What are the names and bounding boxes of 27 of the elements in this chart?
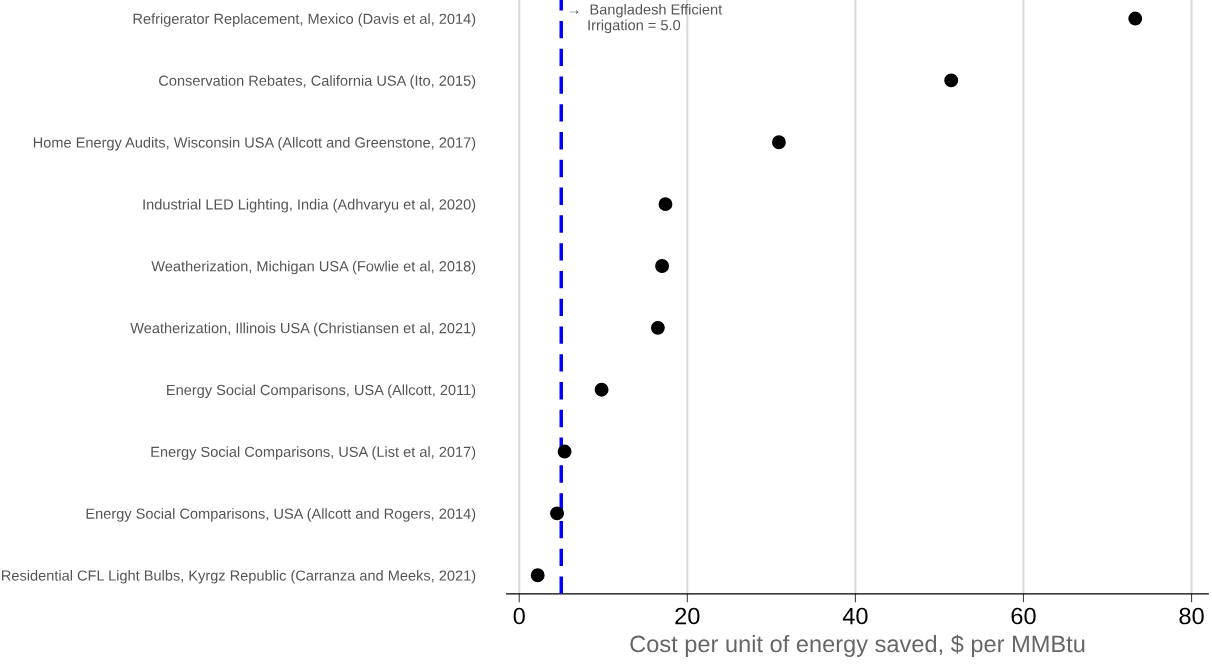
y-tick-label: Energy Social Comparisons, USA (List et al, 2017) <box>151 446 476 460</box>
y-tick-label: Energy Social Comparisons, USA (Allcott, 2011) <box>167 384 476 399</box>
point <box>594 382 609 397</box>
y-tick-label: Weatherization, Illinois USA (Christiansen et al, 2021) <box>130 322 476 337</box>
y-tick-label: Conservation Rebates, California USA (Ito, 2015) <box>159 75 476 89</box>
point <box>1128 11 1143 26</box>
x-axis-title: Cost per unit of energy saved, $ per MMBtu <box>630 634 1085 657</box>
point <box>557 444 572 459</box>
y-tick-label: Refrigerator Replacement, Mexico (Davis et al, 2014) <box>133 13 476 27</box>
point <box>771 135 786 150</box>
x-tick-label: 80 <box>1179 607 1204 625</box>
y-tick-label: Weatherization, Michigan USA (Fowlie et al, 2018) <box>151 260 476 275</box>
point <box>944 73 959 88</box>
y-tick-label: Energy Social Comparisons, USA (Allcott and Rogers, 2014) <box>86 508 476 522</box>
point <box>655 259 670 273</box>
ref-line-label: → Bangladesh Efficient Irrigation = 5.0 <box>569 3 723 34</box>
y-tick-label: Home Energy Audits, Wisconsin USA (Allcott and Greenstone, 2017) <box>33 136 476 151</box>
point <box>658 197 673 212</box>
x-tick-label: 20 <box>675 607 700 625</box>
point <box>530 568 545 583</box>
y-tick-label: Industrial LED Lighting, India (Adhvaryu et al, 2020) <box>143 198 476 213</box>
y-tick-label: Residential CFL Light Bulbs, Kyrgz Republic (Carranza and Meeks, 2021) <box>2 569 476 584</box>
point <box>550 506 564 521</box>
x-tick-label: 60 <box>1011 607 1036 625</box>
x-tick-label: 40 <box>842 607 868 625</box>
point <box>650 320 665 335</box>
x-tick-label: 0 <box>513 607 525 625</box>
